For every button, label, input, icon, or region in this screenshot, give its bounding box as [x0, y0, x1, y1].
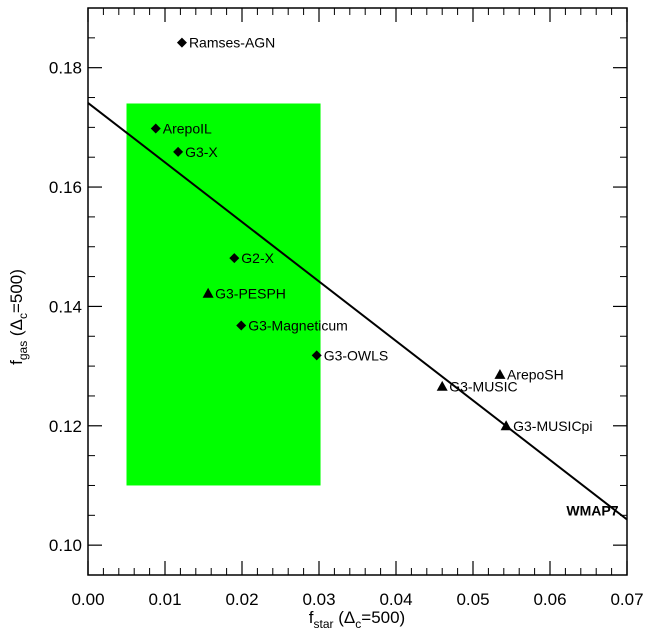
x-tick-label: 0.06: [533, 590, 566, 609]
point-label: ArepoSH: [507, 366, 564, 382]
triangle-marker: [202, 287, 214, 298]
x-label-sub: star: [314, 617, 334, 631]
x-label-paren-close: =500): [361, 608, 405, 627]
point-label: G3-MUSIC: [449, 378, 517, 394]
y-label-main: f: [7, 360, 26, 365]
point-label: G3-PESPH: [215, 285, 286, 301]
diamond-marker: [173, 146, 184, 157]
wmap7-fit-line: [87, 102, 628, 521]
diamond-marker: [150, 123, 161, 134]
plot-frame: [87, 7, 628, 576]
point-label: G3-MUSICpi: [513, 418, 592, 434]
y-label-paren-close: =500): [7, 269, 26, 313]
diamond-marker: [176, 37, 187, 48]
diamond-marker: [229, 253, 240, 264]
point-label: Ramses-AGN: [189, 35, 275, 51]
plot-frame-layer: [87, 7, 628, 576]
y-tick-label: 0.14: [49, 297, 82, 316]
x-axis-label: fstar (Δc=500): [309, 608, 405, 631]
shaded-region: [126, 103, 321, 486]
y-label-sub: gas: [16, 341, 30, 360]
x-tick-label: 0.05: [456, 590, 489, 609]
x-label-paren-open: (Δ: [334, 608, 356, 627]
triangle-marker: [500, 420, 512, 431]
point-label: G3-X: [185, 144, 218, 160]
x-label-main: f: [309, 608, 314, 627]
wmap7-line-label: WMAP7: [566, 502, 618, 518]
triangle-marker: [494, 368, 506, 379]
y-tick-label: 0.16: [49, 178, 82, 197]
point-label: G3-Magneticum: [248, 318, 348, 334]
fit-line-layer: WMAP7: [87, 102, 628, 521]
y-axis-label: fgas (Δc=500): [7, 269, 30, 365]
y-label-paren-sub: c: [16, 313, 30, 319]
y-tick-label: 0.10: [49, 536, 82, 555]
x-tick-label: 0.00: [71, 590, 104, 609]
point-label: G2-X: [241, 250, 274, 266]
x-tick-label: 0.07: [610, 590, 643, 609]
x-label-paren-sub: c: [355, 617, 361, 631]
x-tick-label: 0.03: [302, 590, 335, 609]
x-tick-label: 0.01: [148, 590, 181, 609]
points-layer: Ramses-AGN ArepoIL G3-X G2-X G3-PESPH G3-Magn…: [150, 35, 592, 434]
triangle-marker: [436, 380, 448, 391]
point-label: ArepoIL: [163, 121, 212, 137]
y-tick-label: 0.18: [49, 59, 82, 78]
y-label-paren-open: (Δ: [7, 319, 26, 341]
point-label: G3-OWLS: [324, 347, 389, 363]
x-tick-label: 0.02: [225, 590, 258, 609]
ticks-layer: 0.00 0.01 0.02 0.03 0.04 0.05 0.06 0.07 0.10 0.12…: [49, 7, 644, 609]
x-tick-label: 0.04: [379, 590, 412, 609]
diamond-marker: [311, 350, 322, 361]
shaded-region-layer: [126, 103, 321, 486]
diamond-marker: [236, 320, 247, 331]
y-tick-label: 0.12: [49, 417, 82, 436]
